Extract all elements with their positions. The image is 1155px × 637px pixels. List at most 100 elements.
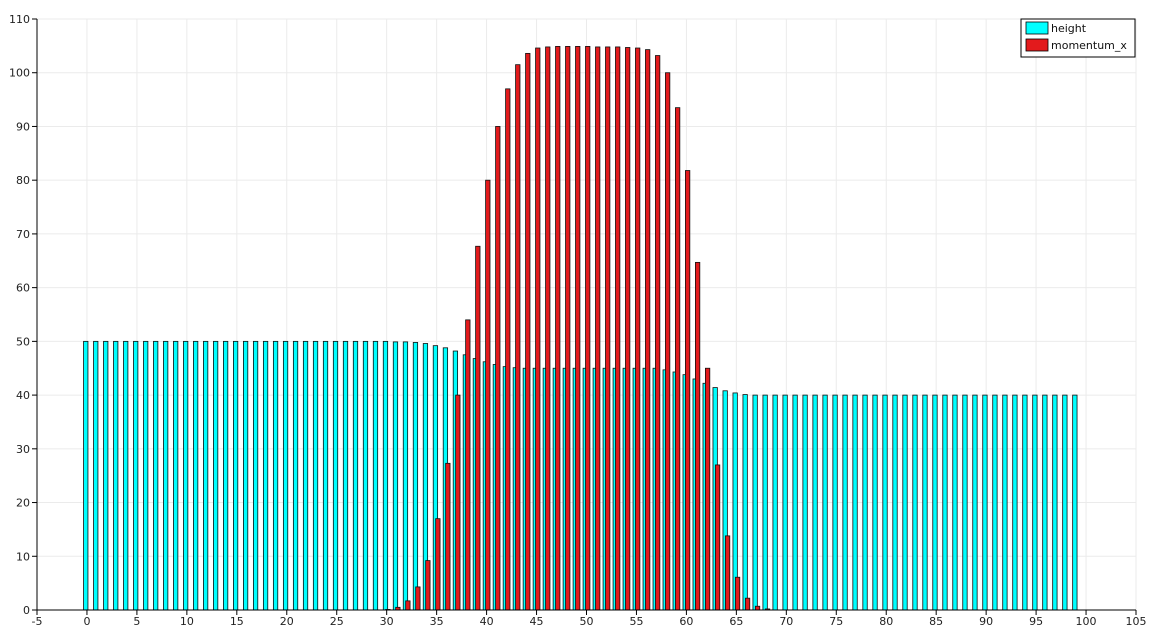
bar-momentum-x <box>455 394 461 611</box>
y-tick-label: 70 <box>16 228 30 241</box>
legend-swatch-height <box>1025 21 1049 35</box>
legend: height momentum_x <box>1020 18 1136 58</box>
bar-height <box>812 394 818 611</box>
bar-height <box>782 394 788 611</box>
bar-momentum-x <box>405 600 411 611</box>
y-tick-label: 10 <box>16 550 30 563</box>
x-tick-label: 25 <box>330 615 344 628</box>
bar-height <box>342 340 349 611</box>
bar-height <box>322 340 329 611</box>
bar-height <box>932 394 938 611</box>
bar-momentum-x <box>415 586 421 611</box>
bar-height <box>972 394 978 611</box>
bar-height <box>922 394 928 611</box>
bar-height <box>402 341 409 611</box>
x-tick-label: 10 <box>180 615 194 628</box>
bar-momentum-x <box>495 126 501 611</box>
bar-momentum-x <box>734 576 741 611</box>
legend-swatch-momentum-x <box>1025 38 1049 52</box>
bar-momentum-x <box>754 605 761 611</box>
bar-height <box>292 340 299 611</box>
bar-height <box>1032 394 1038 611</box>
x-tick-label: 95 <box>1029 615 1043 628</box>
bar-height <box>123 340 129 611</box>
x-tick-label: 50 <box>580 615 594 628</box>
bar-height <box>103 340 109 611</box>
x-tick-label: 70 <box>779 615 793 628</box>
bar-momentum-x <box>535 47 541 611</box>
x-tick-label: 85 <box>929 615 943 628</box>
x-tick-label: 0 <box>83 615 90 628</box>
bar-momentum-x <box>744 597 751 611</box>
bar-momentum-x <box>705 367 711 611</box>
bar-momentum-x <box>585 46 591 611</box>
bar-height <box>223 340 229 611</box>
bar-height <box>862 394 868 611</box>
bar-height <box>163 340 169 611</box>
bar-momentum-x <box>615 46 621 611</box>
bar-height <box>872 394 878 611</box>
x-tick-label: 40 <box>480 615 494 628</box>
bar-height <box>213 340 219 611</box>
bar-height <box>752 394 758 611</box>
bar-height <box>133 340 139 611</box>
y-tick-label: 60 <box>16 282 30 295</box>
bar-height <box>282 340 289 611</box>
bar-height <box>153 340 159 611</box>
bar-height <box>1042 394 1048 611</box>
bar-momentum-x <box>645 49 651 611</box>
bar-momentum-x <box>505 88 511 611</box>
bar-momentum-x <box>515 64 521 611</box>
bar-height <box>1002 394 1008 611</box>
bar-momentum-x <box>465 319 471 611</box>
x-tick-label: 20 <box>280 615 294 628</box>
bar-height <box>242 340 249 611</box>
bar-height <box>332 340 339 611</box>
x-tick-label: 100 <box>1076 615 1097 628</box>
bar-momentum-x <box>425 560 431 611</box>
bar-momentum-x <box>485 179 491 611</box>
legend-label-height: height <box>1051 22 1087 35</box>
bar-height <box>312 340 319 611</box>
bar-height <box>892 394 898 611</box>
y-tick-label: 0 <box>23 604 30 617</box>
bar-height <box>113 340 119 611</box>
bar-height <box>272 340 279 611</box>
bar-height <box>1072 394 1078 611</box>
bar-height <box>1052 394 1058 611</box>
bar-momentum-x <box>675 107 681 611</box>
bar-momentum-x <box>475 245 481 611</box>
bar-height <box>352 340 359 611</box>
x-tick-label: -5 <box>32 615 43 628</box>
bar-height <box>962 394 968 611</box>
legend-label-momentum-x: momentum_x <box>1051 39 1127 52</box>
bar-height <box>1012 394 1018 611</box>
y-tick-label: 20 <box>16 497 30 510</box>
x-tick-label: 30 <box>380 615 394 628</box>
x-tick-label: 105 <box>1126 615 1147 628</box>
bar-momentum-x <box>575 46 581 611</box>
y-tick-label: 90 <box>16 120 30 133</box>
bar-height <box>392 341 399 611</box>
bar-momentum-x <box>545 46 551 611</box>
x-tick-label: 5 <box>133 615 140 628</box>
x-tick-label: 55 <box>629 615 643 628</box>
bar-height <box>372 340 379 611</box>
bar-momentum-x <box>565 46 571 611</box>
bar-momentum-x <box>685 170 691 611</box>
x-tick-label: 75 <box>829 615 843 628</box>
y-tick-label: 40 <box>16 389 30 402</box>
bar-height <box>362 340 369 611</box>
x-tick-label: 15 <box>230 615 244 628</box>
bar-height <box>992 394 998 611</box>
y-tick-label: 50 <box>16 335 30 348</box>
bar-height <box>302 340 309 611</box>
bar-height <box>173 340 179 611</box>
bar-height <box>842 394 848 611</box>
bar-momentum-x <box>555 46 561 611</box>
bar-momentum-x <box>695 261 701 611</box>
x-tick-label: 45 <box>530 615 544 628</box>
y-tick-label: 80 <box>16 174 30 187</box>
